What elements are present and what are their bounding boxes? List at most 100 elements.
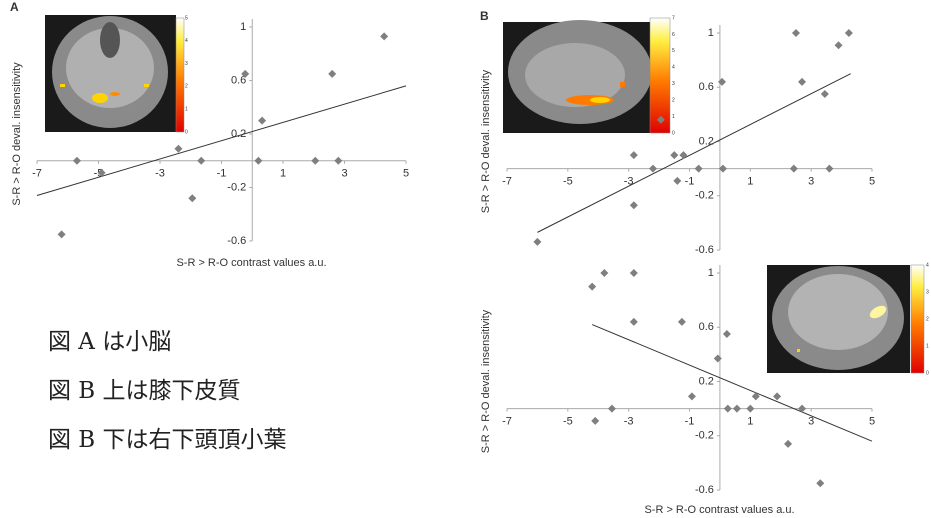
y-tick-label: -0.2 [695, 430, 714, 442]
colorbar-tick-label: 1 [185, 107, 188, 113]
colorbar-tick-label: 3 [185, 61, 188, 67]
point [600, 269, 608, 277]
panel-label: A [10, 0, 19, 14]
colorbar-tick-label: 7 [672, 15, 675, 21]
colorbar-tick-label: 4 [926, 262, 929, 268]
point [334, 157, 342, 165]
x-tick-label: -3 [624, 416, 634, 428]
y-tick-label: 1 [708, 27, 714, 39]
x-tick-label: -7 [32, 168, 42, 180]
point [630, 269, 638, 277]
point [835, 41, 843, 49]
x-tick-label: 5 [869, 416, 875, 428]
point [679, 151, 687, 159]
figure: A B 図 A は小脳 図 B 上は膝下皮質 図 B 下は右下頭頂小葉 -7 -5… [0, 0, 931, 518]
x-tick-label: 3 [808, 416, 814, 428]
y-tick-label: 1 [708, 267, 714, 279]
point [724, 405, 732, 413]
x-tick-label: 1 [747, 416, 753, 428]
colorbar-tick-label: 2 [672, 97, 675, 103]
y-tick-label: -0.6 [695, 244, 714, 256]
x-tick-label: 5 [403, 168, 409, 180]
x-tick-label: -1 [685, 416, 695, 428]
brain-image-b-bottom [767, 265, 910, 373]
caption: 図 B 上は膝下皮質 [48, 378, 241, 404]
point [380, 32, 388, 40]
colorbar-tick-label: 0 [926, 370, 929, 376]
point [588, 283, 596, 291]
y-axis-label: S-R > R-O deval. insensitivity [480, 69, 492, 213]
colorbar [911, 265, 924, 373]
caption: 図 A は小脳 [48, 329, 171, 355]
y-axis-label: S-R > R-O deval. insensitivity [480, 309, 492, 453]
x-tick-label: -1 [685, 176, 695, 188]
point [630, 201, 638, 209]
colorbar-tick-label: 5 [672, 48, 675, 54]
x-tick-label: -5 [563, 416, 573, 428]
x-axis-label: S-R > R-O contrast values a.u. [176, 257, 326, 269]
colorbar-tick-label: 3 [672, 81, 675, 87]
point [784, 440, 792, 448]
caption: 図 B 下は右下頭頂小葉 [48, 427, 287, 453]
y-tick-label: 0.6 [699, 321, 714, 333]
point [792, 29, 800, 37]
y-tick-label: 1 [240, 21, 246, 33]
y-tick-label: -0.6 [695, 484, 714, 496]
colorbar-tick-label: 1 [926, 343, 929, 349]
colorbar-tick-label: 3 [926, 289, 929, 295]
x-tick-label: 3 [808, 176, 814, 188]
point [825, 165, 833, 173]
x-tick-label: 1 [280, 168, 286, 180]
point [714, 354, 722, 362]
point [197, 157, 205, 165]
point [73, 157, 81, 165]
point [821, 90, 829, 98]
colorbar-tick-label: 4 [185, 38, 188, 44]
point [174, 145, 182, 153]
point [723, 330, 731, 338]
point [670, 151, 678, 159]
colorbar-tick-label: 5 [185, 15, 188, 21]
colorbar-tick-label: 2 [185, 84, 188, 90]
point [591, 417, 599, 425]
y-tick-label: 0.6 [699, 81, 714, 93]
point [630, 318, 638, 326]
panel-label: B [480, 9, 489, 23]
point [816, 479, 824, 487]
point [845, 29, 853, 37]
point [608, 405, 616, 413]
x-tick-label: -5 [563, 176, 573, 188]
y-tick-label: -0.2 [695, 190, 714, 202]
point [678, 318, 686, 326]
y-tick-label: 0.2 [699, 135, 714, 147]
colorbar-tick-label: 2 [926, 316, 929, 322]
point [798, 405, 806, 413]
point [790, 165, 798, 173]
point [188, 194, 196, 202]
colorbar-tick-label: 1 [672, 114, 675, 120]
x-axis-label: S-R > R-O contrast values a.u. [644, 504, 794, 516]
point [533, 238, 541, 246]
point [773, 392, 781, 400]
point [58, 230, 66, 238]
point [798, 78, 806, 86]
y-tick-label: -0.2 [227, 181, 246, 193]
point [328, 70, 336, 78]
colorbar-tick-label: 0 [672, 130, 675, 136]
brain-image-b-top [503, 20, 652, 133]
point [688, 392, 696, 400]
point [673, 177, 681, 185]
x-tick-label: 1 [747, 176, 753, 188]
brain-image-a [45, 15, 176, 132]
point [630, 151, 638, 159]
colorbar [650, 18, 670, 133]
colorbar-tick-label: 4 [672, 65, 675, 71]
point [258, 117, 266, 125]
point [695, 165, 703, 173]
x-tick-label: -1 [217, 168, 227, 180]
point [733, 405, 741, 413]
point [718, 78, 726, 86]
colorbar-tick-label: 6 [672, 32, 675, 38]
x-tick-label: 5 [869, 176, 875, 188]
x-tick-label: -7 [502, 176, 512, 188]
